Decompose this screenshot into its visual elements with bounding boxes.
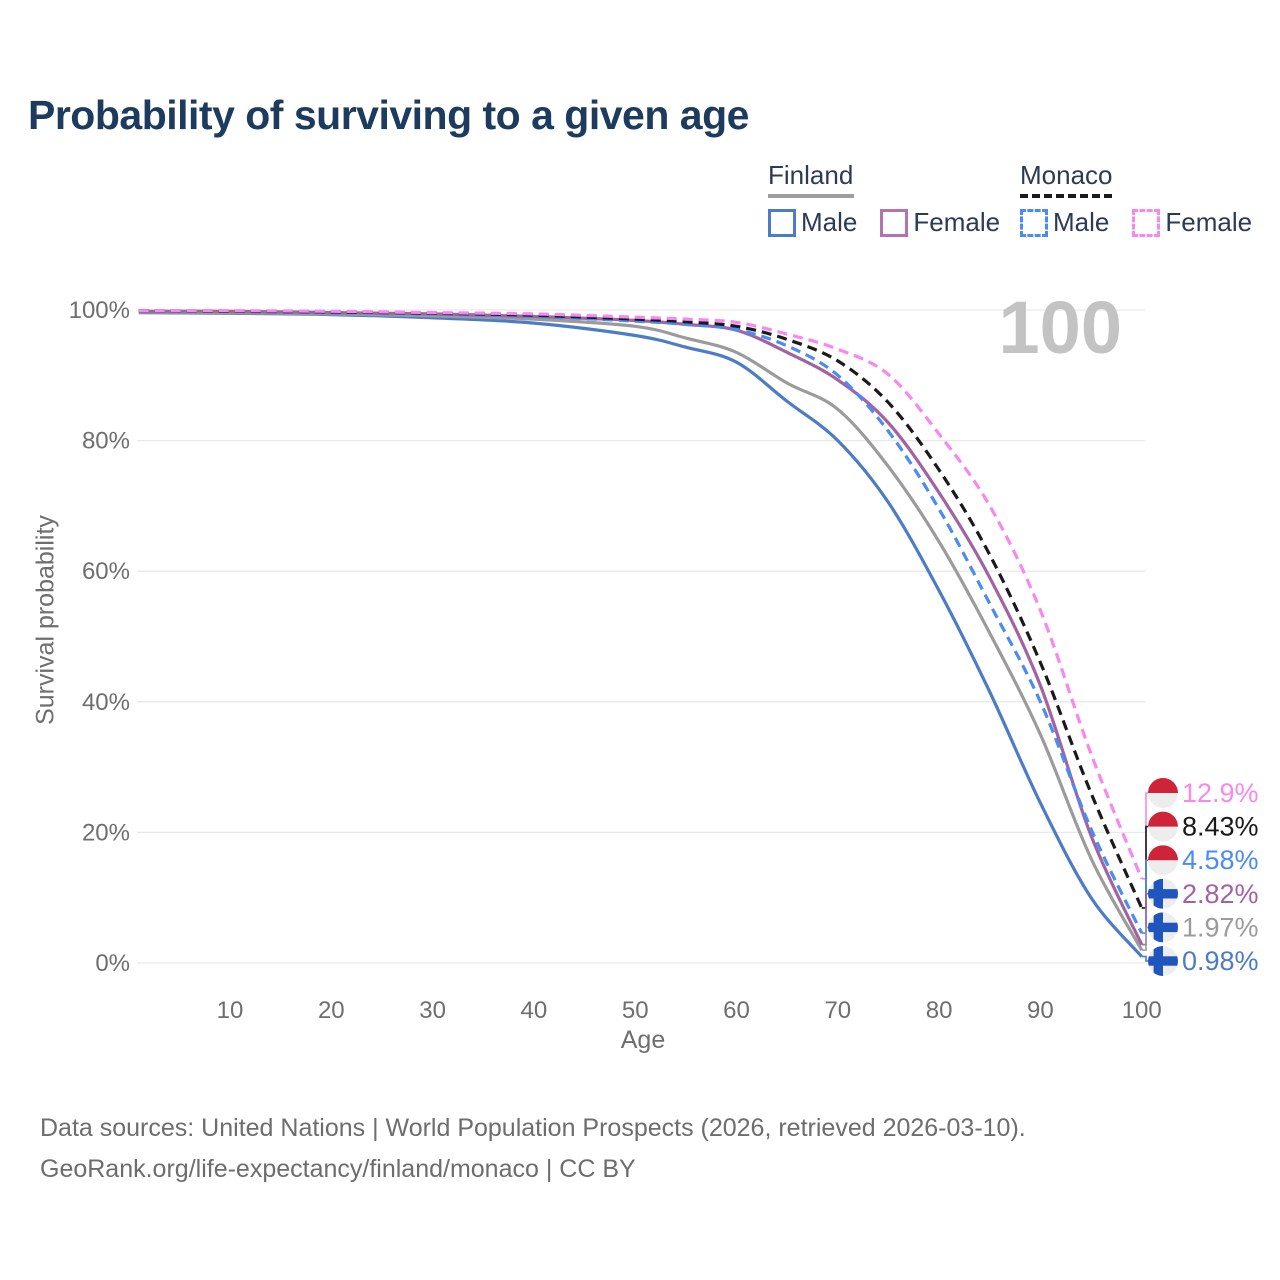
end-label-monaco-male: 4.58%	[1182, 845, 1259, 875]
curve-finland-both	[138, 310, 1144, 951]
end-connector-finland-both	[1141, 926, 1149, 951]
finland-flag-icon	[1148, 912, 1178, 943]
legend-group-monaco: Monaco Male Female	[1020, 160, 1252, 238]
y-tick-60: 60%	[82, 558, 130, 585]
monaco-male-swatch-icon	[1020, 208, 1048, 237]
finland-male-swatch-icon	[768, 208, 796, 237]
end-label-monaco-both: 8.43%	[1182, 812, 1259, 842]
x-tick-90: 90	[1027, 997, 1054, 1024]
monaco-flag-icon	[1148, 845, 1178, 876]
x-axis-title: Age	[620, 1026, 666, 1054]
end-label-monaco-female: 12.9%	[1182, 778, 1259, 808]
legend-header-finland: Finland	[768, 160, 854, 190]
curve-monaco-both	[138, 309, 1144, 909]
end-connector-finland-female	[1141, 893, 1149, 946]
finland-flag-icon	[1148, 878, 1178, 909]
footer-link-line: GeoRank.org/life-expectancy/finland/mona…	[40, 1154, 636, 1183]
y-tick-100: 100%	[69, 297, 130, 324]
x-tick-40: 40	[521, 997, 548, 1024]
x-tick-100: 100	[1122, 997, 1162, 1024]
finland-flag-icon	[1148, 946, 1178, 976]
x-tick-70: 70	[824, 997, 851, 1024]
y-tick-80: 80%	[82, 428, 130, 455]
y-tick-40: 40%	[82, 689, 130, 716]
monaco-dashed-line-icon	[1020, 194, 1112, 198]
finland-solid-line-icon	[768, 194, 854, 198]
legend-label-monaco-female: Female	[1165, 207, 1253, 237]
x-tick-20: 20	[318, 997, 345, 1024]
legend-label-finland-male: Male	[801, 207, 858, 237]
end-label-finland-male: 0.98%	[1182, 946, 1259, 976]
x-tick-10: 10	[217, 997, 244, 1024]
page-title: Probability of surviving to a given age	[28, 92, 749, 138]
legend-group-finland: Finland Male Female	[768, 160, 1000, 238]
age-watermark: 100	[998, 286, 1122, 369]
y-tick-20: 20%	[82, 819, 130, 846]
curve-monaco-female	[138, 309, 1144, 880]
end-label-finland-female: 2.82%	[1182, 879, 1259, 909]
monaco-female-swatch-icon	[1132, 208, 1161, 237]
x-tick-80: 80	[926, 997, 953, 1024]
legend-item-finland-male[interactable]: Male	[768, 207, 857, 238]
legend-item-monaco-male[interactable]: Male	[1020, 207, 1109, 238]
footer-source-line: Data sources: United Nations | World Pop…	[40, 1114, 1026, 1142]
legend-item-monaco-female[interactable]: Female	[1132, 207, 1252, 238]
y-tick-0: 0%	[95, 950, 130, 977]
curve-monaco-male	[138, 309, 1144, 934]
legend-header-monaco: Monaco	[1020, 160, 1113, 190]
finland-female-swatch-icon	[880, 208, 909, 237]
legend-label-finland-female: Female	[913, 207, 1001, 237]
legend-label-monaco-male: Male	[1053, 207, 1110, 237]
monaco-flag-icon	[1148, 778, 1178, 808]
curve-finland-female	[138, 309, 1144, 946]
end-connector-finland-male	[1141, 955, 1149, 962]
end-label-finland-both: 1.97%	[1182, 912, 1259, 942]
x-tick-50: 50	[622, 997, 649, 1024]
monaco-flag-icon	[1148, 811, 1178, 842]
footer: Data sources: United Nations | World Pop…	[40, 1108, 1026, 1189]
x-tick-60: 60	[723, 997, 750, 1024]
x-tick-30: 30	[419, 997, 446, 1024]
legend-item-finland-female[interactable]: Female	[880, 207, 1000, 238]
